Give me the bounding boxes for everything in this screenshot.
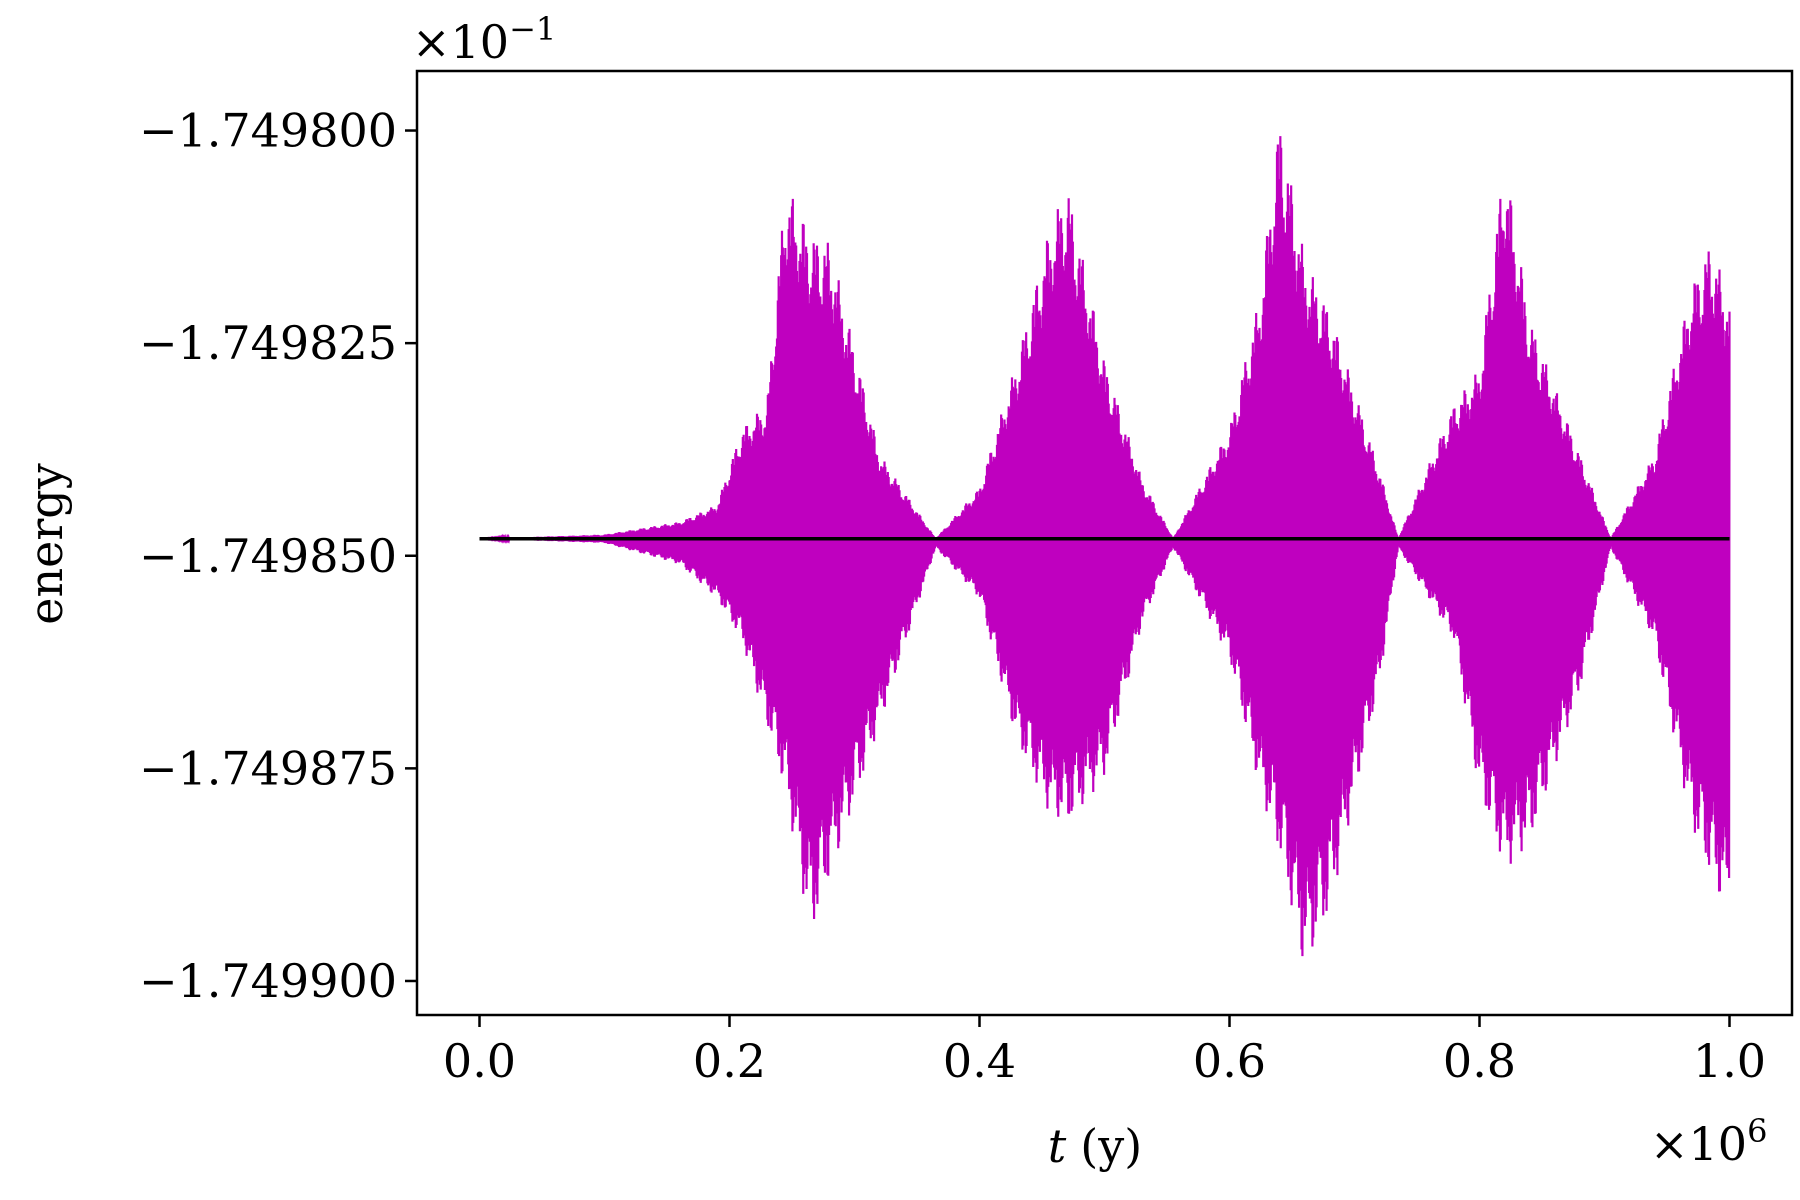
x-tick-label: 0.8 <box>1443 1034 1516 1088</box>
y-tick-label: −1.749850 <box>139 529 397 583</box>
y-tick-label: −1.749875 <box>139 741 397 795</box>
x-multiplier-exponent: 6 <box>1747 1112 1767 1150</box>
energy-series <box>479 136 1731 957</box>
y-multiplier: ×10−1 <box>412 10 556 69</box>
y-tick-label: −1.749800 <box>139 104 397 158</box>
x-tick-label: 0.0 <box>443 1034 516 1088</box>
x-tick-label: 0.2 <box>693 1034 766 1088</box>
x-axis-label: t (y) <box>1048 1119 1142 1173</box>
x-axis-ticks: 0.0 0.2 0.4 0.6 0.8 1.0 <box>443 1015 1766 1088</box>
x-multiplier: ×106 <box>1650 1112 1767 1171</box>
plot-area <box>479 136 1731 957</box>
y-tick-label: −1.749825 <box>139 316 397 370</box>
x-tick-label: 0.4 <box>943 1034 1016 1088</box>
y-axis-ticks: −1.749800 −1.749825 −1.749850 −1.749875 −1.7… <box>139 104 417 1008</box>
axes-frame <box>415 69 1794 1017</box>
x-axis-label-variable: t <box>1048 1119 1067 1173</box>
y-multiplier-exponent: −1 <box>509 10 556 48</box>
x-tick-label: 1.0 <box>1693 1034 1766 1088</box>
x-tick-label: 0.6 <box>1193 1034 1266 1088</box>
x-axis-label-unit: (y) <box>1080 1119 1142 1173</box>
y-tick-label: −1.749900 <box>139 954 397 1008</box>
y-axis-label: energy <box>19 463 73 625</box>
